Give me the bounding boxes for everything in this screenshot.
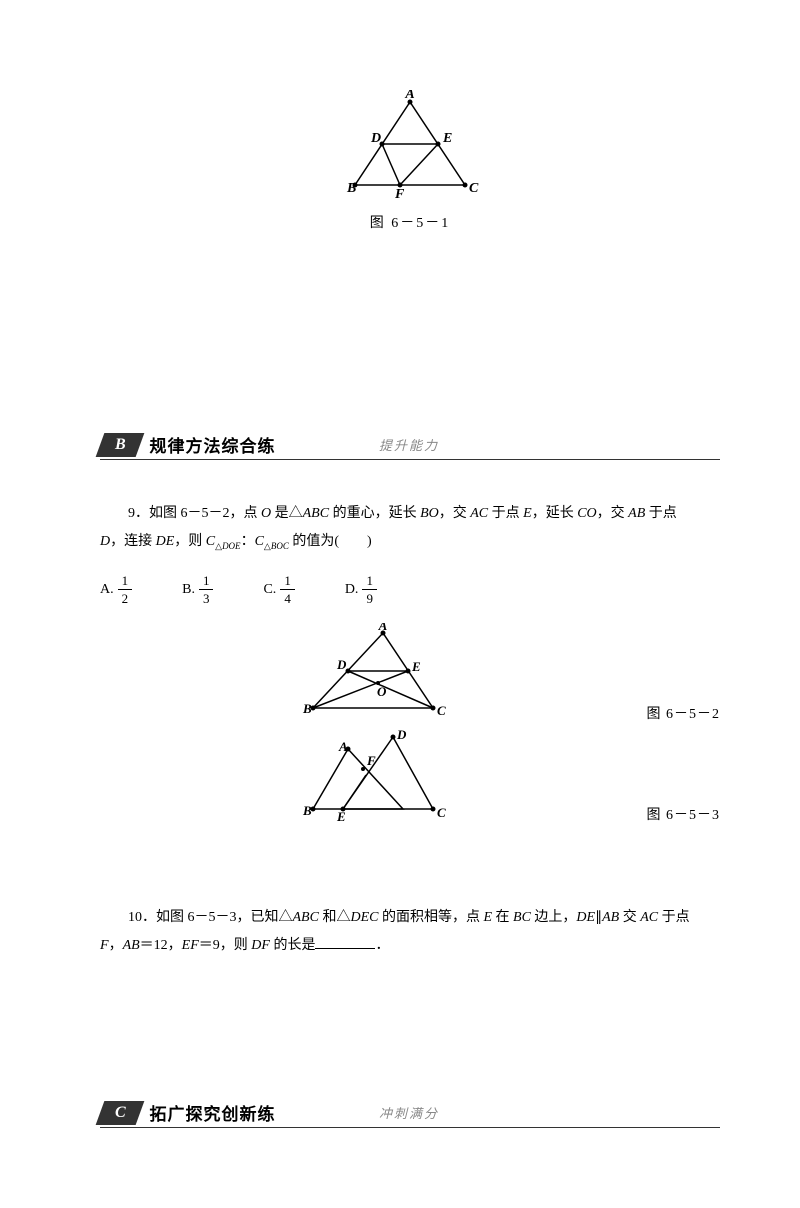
svg-text:D: D xyxy=(336,657,347,672)
section-c-subtitle: 冲刺满分 xyxy=(379,1103,439,1122)
svg-text:C: C xyxy=(437,703,446,718)
question-9-text: 9．如图 6－5－2，点 O 是△ABC 的重心，延长 BO，交 AC 于点 E… xyxy=(100,500,720,528)
svg-text:A: A xyxy=(378,623,388,633)
svg-text:B: B xyxy=(302,701,312,716)
svg-text:F: F xyxy=(394,187,405,200)
section-b-title: 规律方法综合练 xyxy=(150,432,276,457)
svg-text:C: C xyxy=(469,181,479,196)
svg-text:E: E xyxy=(442,131,452,146)
option-c: C. 14 xyxy=(263,574,294,605)
question-10: 10．如图 6－5－3，已知△ABC 和△DEC 的面积相等，点 E 在 BC … xyxy=(100,904,720,960)
option-b: B. 13 xyxy=(182,574,213,605)
svg-text:B: B xyxy=(302,803,312,818)
svg-text:A: A xyxy=(338,739,348,754)
section-c-header: C 拓广探究创新练 冲刺满分 xyxy=(100,1100,720,1128)
figure-caption-2: 图 6－5－2 xyxy=(647,703,721,723)
triangle-diagram-1: A B C D E F xyxy=(335,90,485,200)
section-c-title: 拓广探究创新练 xyxy=(150,1100,276,1125)
svg-text:A: A xyxy=(404,90,414,102)
option-d: D. 19 xyxy=(345,574,377,605)
question-9-options: A. 12 B. 13 C. 14 D. 19 xyxy=(100,574,720,605)
figure-caption-3: 图 6－5－3 xyxy=(647,804,721,824)
svg-text:E: E xyxy=(336,809,346,824)
question-9: 9．如图 6－5－2，点 O 是△ABC 的重心，延长 BO，交 AC 于点 E… xyxy=(100,500,720,605)
svg-text:B: B xyxy=(346,181,356,196)
section-c-badge: C xyxy=(96,1101,145,1125)
section-b-header: B 规律方法综合练 提升能力 xyxy=(100,432,720,460)
svg-text:E: E xyxy=(411,659,421,674)
triangle-diagram-3: A B C D E F xyxy=(293,729,453,824)
question-10-text: 10．如图 6－5－3，已知△ABC 和△DEC 的面积相等，点 E 在 BC … xyxy=(100,904,720,932)
section-b-subtitle: 提升能力 xyxy=(379,435,439,454)
figure-6-5-2: A B C D E O 图 6－5－2 xyxy=(100,623,720,723)
figure-6-5-1: A B C D E F 图 6－5－1 xyxy=(100,90,720,232)
svg-text:D: D xyxy=(396,729,407,742)
svg-text:C: C xyxy=(437,805,446,820)
triangle-diagram-2: A B C D E O xyxy=(293,623,453,723)
svg-text:O: O xyxy=(377,684,387,699)
svg-text:D: D xyxy=(370,131,381,146)
svg-text:F: F xyxy=(366,753,376,768)
answer-blank xyxy=(315,934,375,949)
question-9-text-line2: D，连接 DE，则 C△DOE：C△BOC 的值为( ) xyxy=(100,528,720,556)
option-a: A. 12 xyxy=(100,574,132,605)
section-b-badge: B xyxy=(96,433,145,457)
figures-2-3-block: A B C D E O 图 6－5－2 xyxy=(100,623,720,824)
figure-caption-1: 图 6－5－1 xyxy=(100,212,720,232)
figure-6-5-3: A B C D E F 图 6－5－3 xyxy=(100,729,720,824)
question-10-text-line2: ，F，AB＝12，EF＝9，则 DF 的长是． xyxy=(100,932,720,960)
